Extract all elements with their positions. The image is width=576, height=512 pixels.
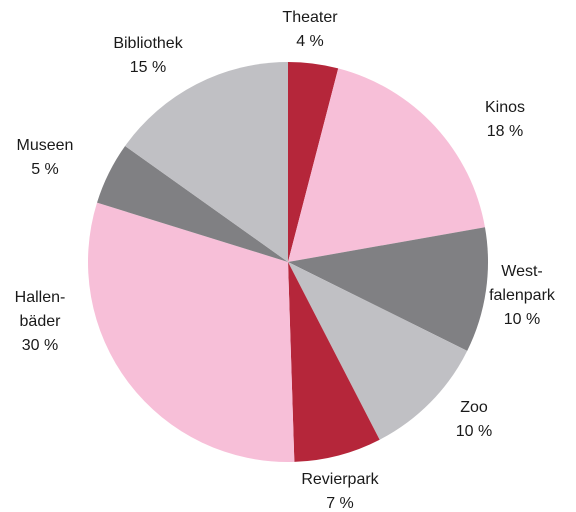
slice-label: Revierpark <box>301 471 379 488</box>
slice-label: Theater <box>282 9 338 26</box>
value-label: 30 % <box>22 337 58 354</box>
pie-slice <box>288 68 485 262</box>
value-label: 10 % <box>504 311 540 328</box>
pie-slice <box>288 62 339 262</box>
pie-slice <box>125 61 288 262</box>
pie-slice <box>97 145 288 262</box>
slice-label: Kinos <box>485 99 525 116</box>
pie-slice <box>288 262 380 462</box>
slice-label: Bibliothek <box>113 35 183 52</box>
value-label: 10 % <box>456 423 492 440</box>
slice-label: West-falenpark <box>489 263 556 304</box>
pie-slice <box>88 202 295 463</box>
slice-label: Hallen-bäder <box>15 289 66 330</box>
slice-label: Museen <box>17 137 74 154</box>
value-label: 7 % <box>326 495 354 512</box>
slice-label: Zoo <box>460 399 488 416</box>
value-label: 5 % <box>31 161 59 178</box>
value-label: 4 % <box>296 33 324 50</box>
value-label: 18 % <box>487 123 523 140</box>
pie-slice <box>288 262 468 440</box>
pie-slice <box>288 227 488 351</box>
value-label: 15 % <box>130 59 166 76</box>
